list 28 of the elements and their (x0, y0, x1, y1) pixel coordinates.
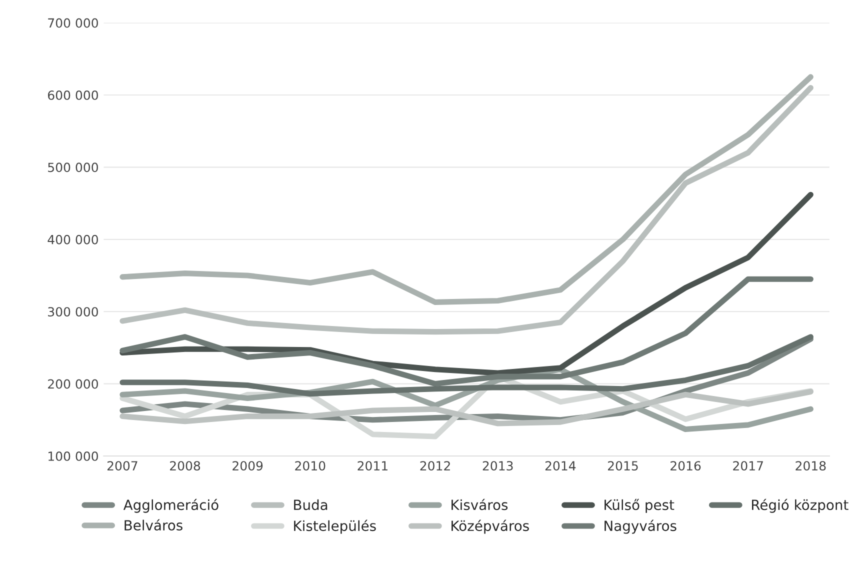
y-tick-label: 600 000 (48, 90, 98, 100)
x-tick-label: 2015 (608, 461, 638, 471)
x-tick-label: 2017 (733, 461, 763, 471)
x-tick-label: 2009 (232, 461, 263, 471)
y-tick-label: 100 000 (48, 451, 98, 461)
x-tick-label: 2011 (358, 461, 388, 471)
legend-label: Buda (294, 499, 328, 510)
x-tick-label: 2012 (420, 461, 450, 471)
legend-label: Külső pest (604, 498, 674, 513)
x-tick-label: 2018 (796, 461, 826, 471)
y-tick-label: 700 000 (48, 18, 98, 28)
x-tick-label: 2008 (170, 461, 200, 471)
legend-label: Kistelepülés (294, 520, 376, 534)
x-tick-label: 2007 (107, 461, 138, 471)
legend-label: Középváros (452, 520, 529, 534)
y-tick-label: 300 000 (48, 307, 98, 317)
legend-label: Régió központ (752, 498, 848, 513)
y-tick-label: 200 000 (48, 379, 98, 389)
legend-label: Agglomeráció (123, 498, 218, 513)
y-tick-label: 500 000 (48, 162, 98, 172)
x-tick-label: 2014 (545, 461, 576, 471)
legend-label: Belváros (124, 519, 182, 531)
x-tick-label: 2010 (295, 461, 326, 471)
legend-label: Kisváros (452, 498, 508, 510)
y-tick-label: 400 000 (48, 234, 98, 244)
legend-label: Nagyváros (604, 520, 676, 534)
x-tick-label: 2013 (482, 461, 513, 471)
x-tick-label: 2016 (670, 461, 701, 471)
